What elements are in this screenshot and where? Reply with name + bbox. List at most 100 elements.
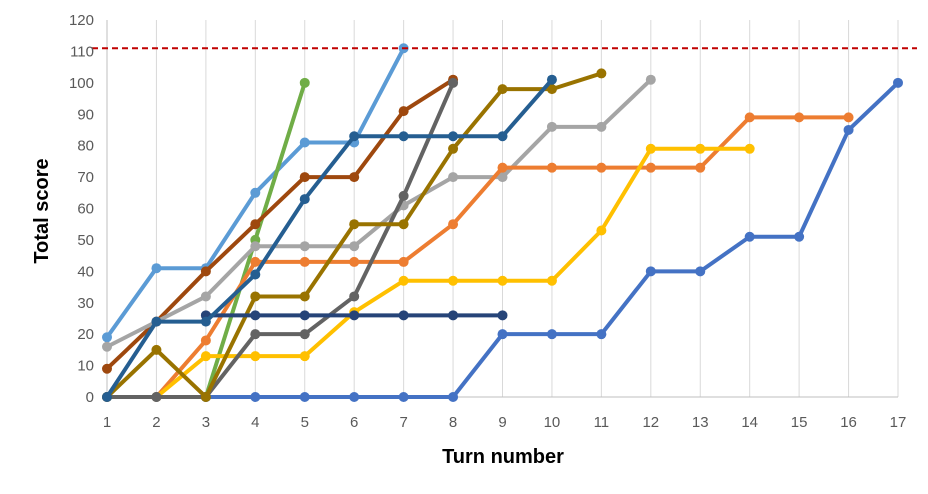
data-point <box>497 275 508 286</box>
data-point <box>645 266 656 277</box>
data-point <box>151 263 162 274</box>
data-point <box>794 112 805 123</box>
x-tick-label: 12 <box>642 414 659 431</box>
data-point <box>695 162 706 173</box>
data-point <box>695 143 706 154</box>
series-6 <box>151 143 755 402</box>
x-tick-label: 3 <box>202 414 210 431</box>
data-point <box>645 74 656 85</box>
y-tick-label: 90 <box>77 106 94 123</box>
data-point <box>398 275 409 286</box>
data-point <box>200 351 211 362</box>
y-tick-label: 80 <box>77 138 94 155</box>
y-axis-title: Total score <box>31 158 53 263</box>
x-tick-label: 4 <box>251 414 259 431</box>
data-point <box>596 329 607 340</box>
data-point <box>250 310 261 321</box>
series-11 <box>102 74 557 402</box>
data-point <box>645 143 656 154</box>
data-point <box>695 266 706 277</box>
data-point <box>250 241 261 252</box>
data-point <box>744 143 755 154</box>
y-tick-label: 110 <box>70 43 94 60</box>
data-point <box>596 162 607 173</box>
data-point <box>645 162 656 173</box>
data-point <box>349 256 360 267</box>
y-tick-label: 70 <box>77 169 94 186</box>
data-point <box>299 194 310 205</box>
x-tick-label: 5 <box>301 414 309 431</box>
data-point <box>744 112 755 123</box>
x-tick-label: 17 <box>890 414 907 431</box>
data-point <box>299 329 310 340</box>
x-tick-label: 15 <box>791 414 808 431</box>
series-4 <box>102 74 656 352</box>
data-point <box>843 124 854 135</box>
data-point <box>744 231 755 242</box>
data-point <box>102 341 112 352</box>
data-point <box>349 131 360 142</box>
data-point <box>299 392 310 402</box>
data-point <box>349 241 360 252</box>
data-point <box>546 329 557 340</box>
data-point <box>794 231 805 242</box>
data-point <box>299 77 310 88</box>
data-point <box>893 77 903 88</box>
data-point <box>250 329 261 340</box>
data-point <box>497 162 508 173</box>
data-point <box>349 310 360 321</box>
y-tick-label: 50 <box>77 232 94 249</box>
y-tick-label: 10 <box>77 358 94 375</box>
data-point <box>546 275 557 286</box>
data-point <box>596 68 607 79</box>
series-9 <box>102 68 607 402</box>
series-line <box>105 77 456 371</box>
data-point <box>398 392 409 402</box>
data-point <box>497 84 508 95</box>
data-point <box>497 329 508 340</box>
data-point <box>448 219 459 230</box>
data-point <box>448 275 459 286</box>
data-point <box>102 332 112 343</box>
data-point <box>398 131 409 142</box>
data-point <box>102 392 112 402</box>
data-point <box>299 351 310 362</box>
data-point <box>250 269 261 280</box>
data-point <box>546 74 557 85</box>
data-point <box>448 392 459 402</box>
data-point <box>448 131 459 142</box>
data-point <box>349 219 360 230</box>
data-point <box>497 172 508 183</box>
data-point <box>398 190 409 201</box>
data-point <box>200 392 211 402</box>
data-point <box>151 392 162 402</box>
grid <box>155 20 899 397</box>
data-point <box>250 351 261 362</box>
data-point <box>843 112 854 123</box>
y-tick-label: 60 <box>77 201 94 218</box>
data-point <box>200 335 211 346</box>
data-point <box>250 392 261 402</box>
data-point <box>299 241 310 252</box>
data-point <box>250 187 261 198</box>
data-point <box>299 291 310 302</box>
data-point <box>497 131 508 142</box>
data-point <box>349 291 360 302</box>
series-line <box>105 80 456 399</box>
x-tick-label: 16 <box>840 414 857 431</box>
data-point <box>200 266 211 277</box>
data-point <box>398 219 409 230</box>
data-point <box>546 162 557 173</box>
y-tick-label: 100 <box>69 75 94 92</box>
data-point <box>448 310 459 321</box>
x-tick-label: 14 <box>741 414 758 431</box>
data-point <box>398 106 409 117</box>
data-point <box>596 121 607 132</box>
y-tick-label: 0 <box>86 389 94 406</box>
data-point <box>398 310 409 321</box>
x-tick-label: 8 <box>449 414 457 431</box>
data-point <box>250 291 261 302</box>
x-tick-label: 6 <box>350 414 358 431</box>
